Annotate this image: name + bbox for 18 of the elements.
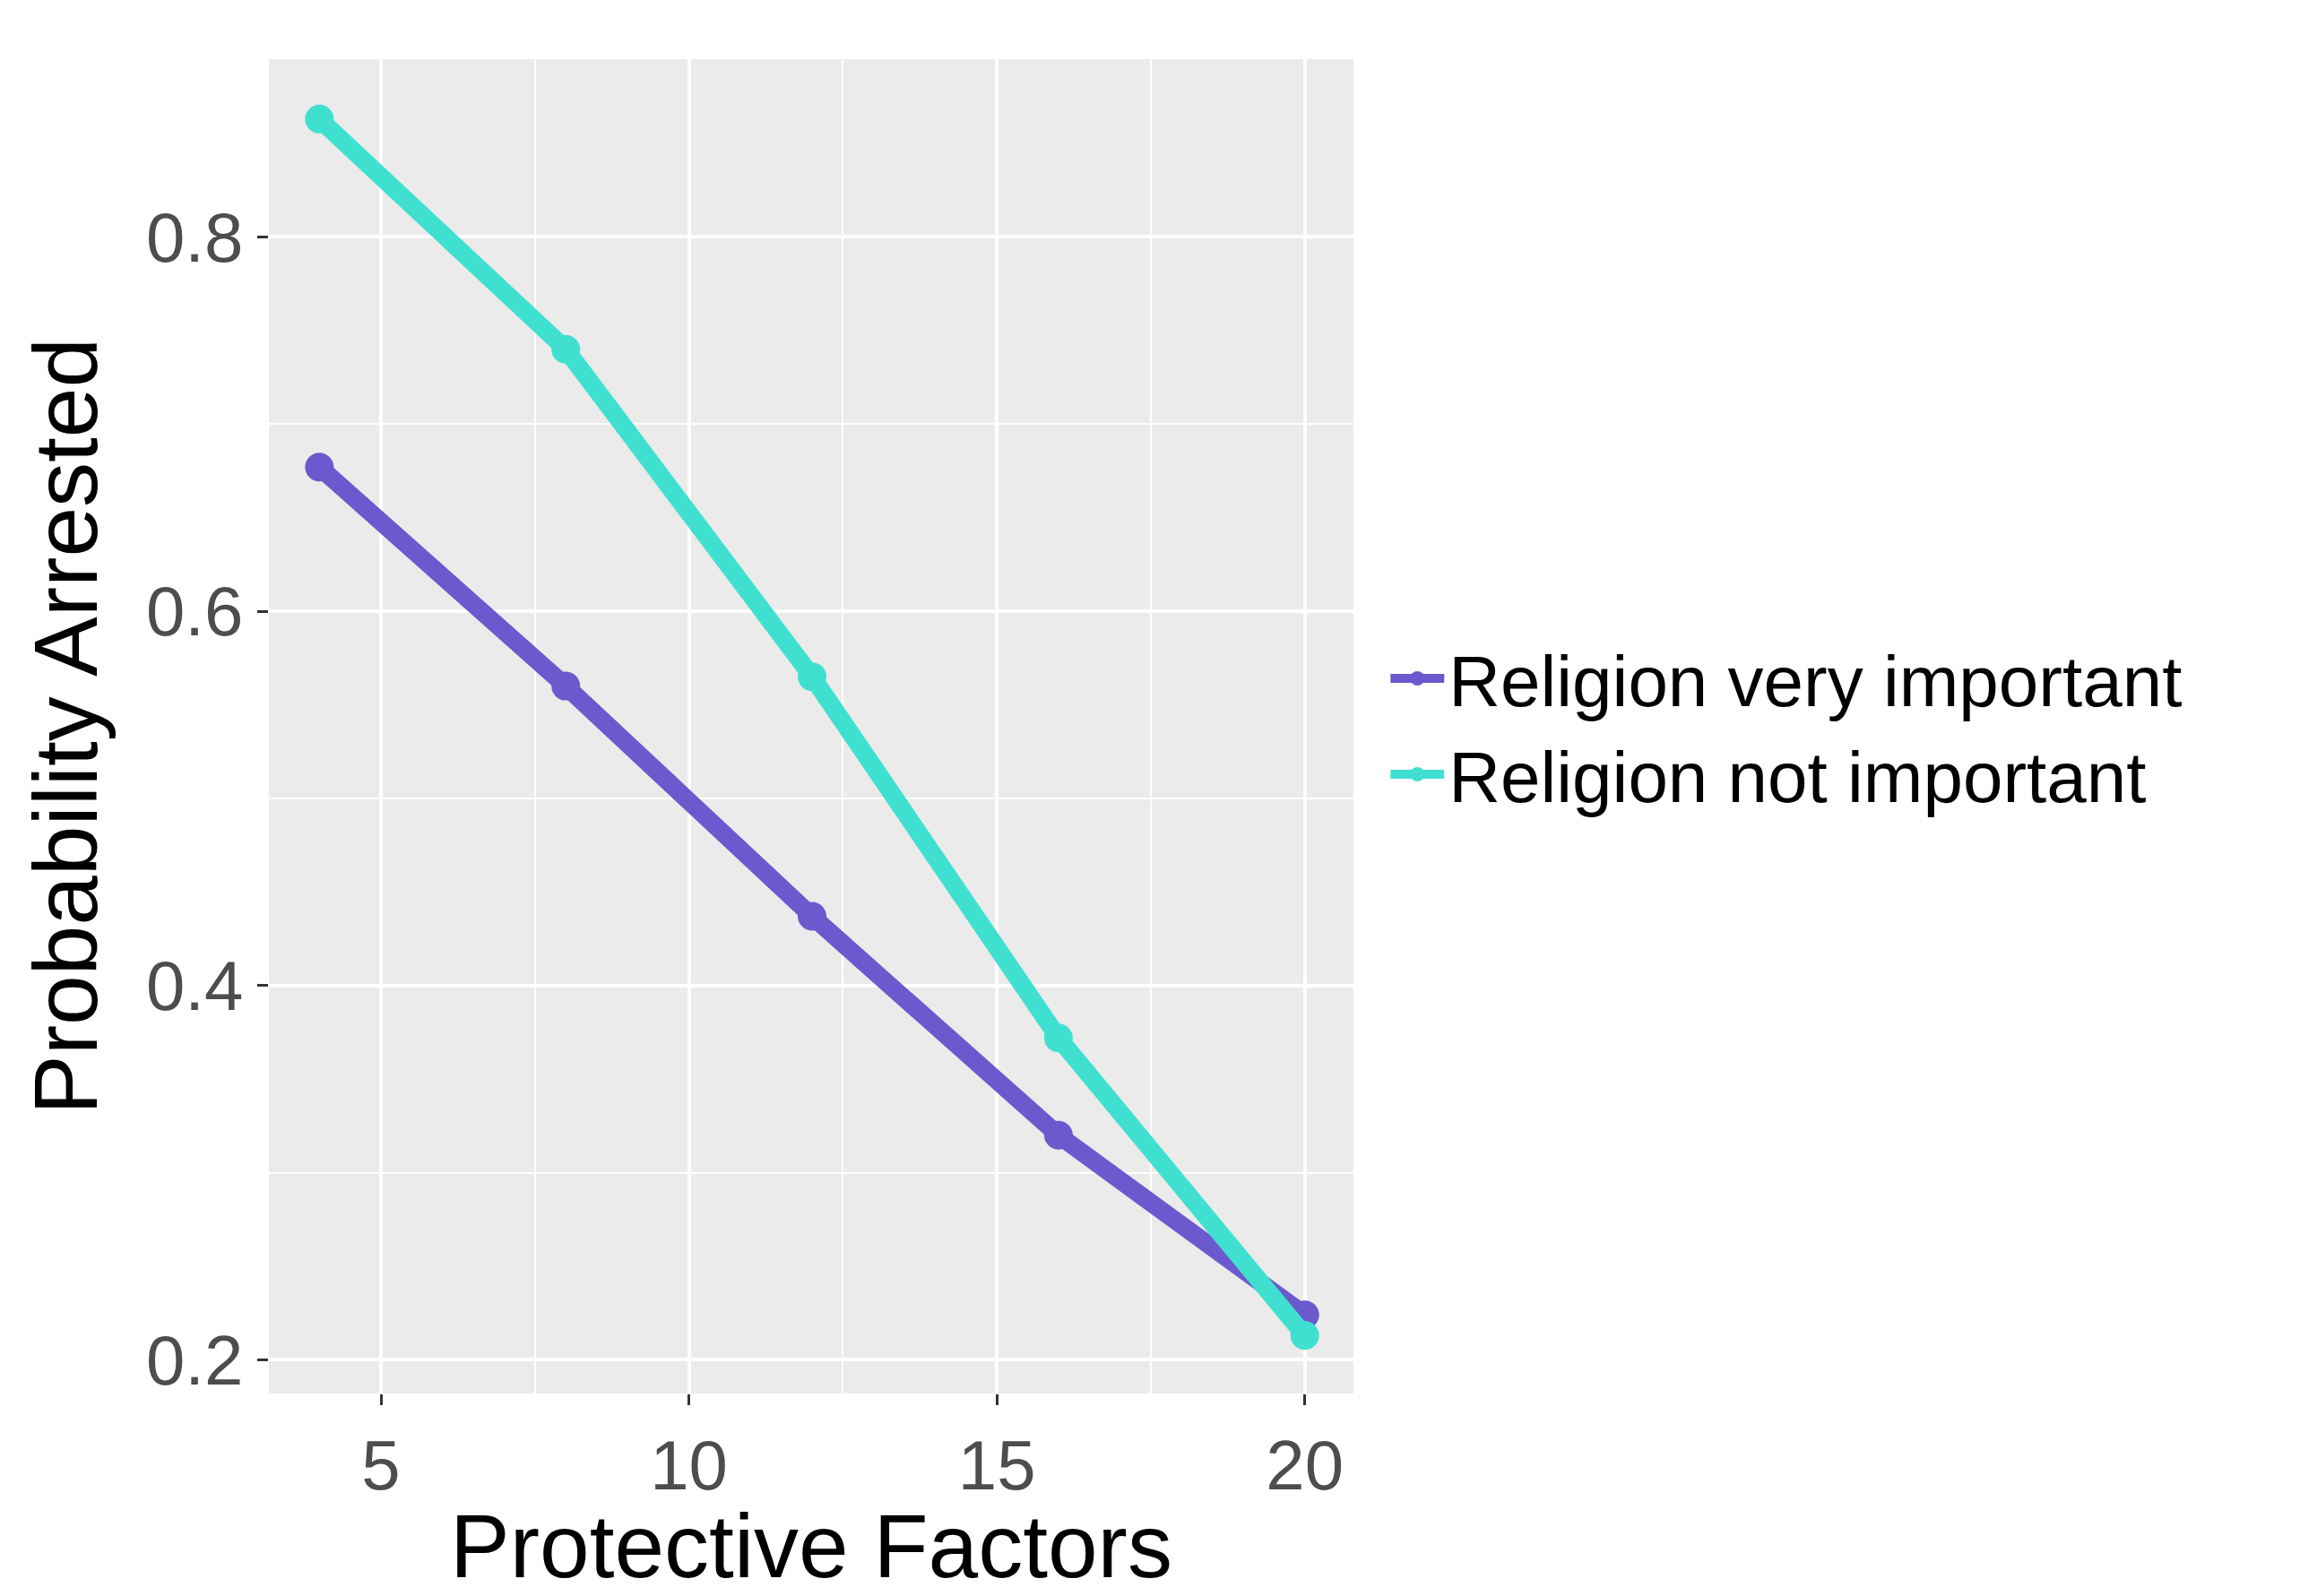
y-tick-label: 0.4 <box>145 946 244 1026</box>
point <box>798 902 827 931</box>
y-tick-label: 0.6 <box>145 572 244 651</box>
y-axis-title: Probability Arrested <box>15 337 117 1116</box>
point <box>1290 1321 1319 1350</box>
legend-label: Religion not important <box>1448 738 2147 818</box>
point <box>305 453 334 482</box>
point <box>1043 1023 1073 1053</box>
x-tick-label: 20 <box>1266 1425 1344 1505</box>
x-tick-label: 5 <box>361 1425 401 1505</box>
point <box>1043 1120 1073 1150</box>
point <box>551 671 581 701</box>
point <box>798 662 827 692</box>
y-tick-label: 0.2 <box>145 1320 244 1400</box>
legend-label: Religion very important <box>1448 642 2183 722</box>
point <box>551 334 581 364</box>
point <box>305 104 334 134</box>
y-tick-label: 0.8 <box>145 197 244 277</box>
